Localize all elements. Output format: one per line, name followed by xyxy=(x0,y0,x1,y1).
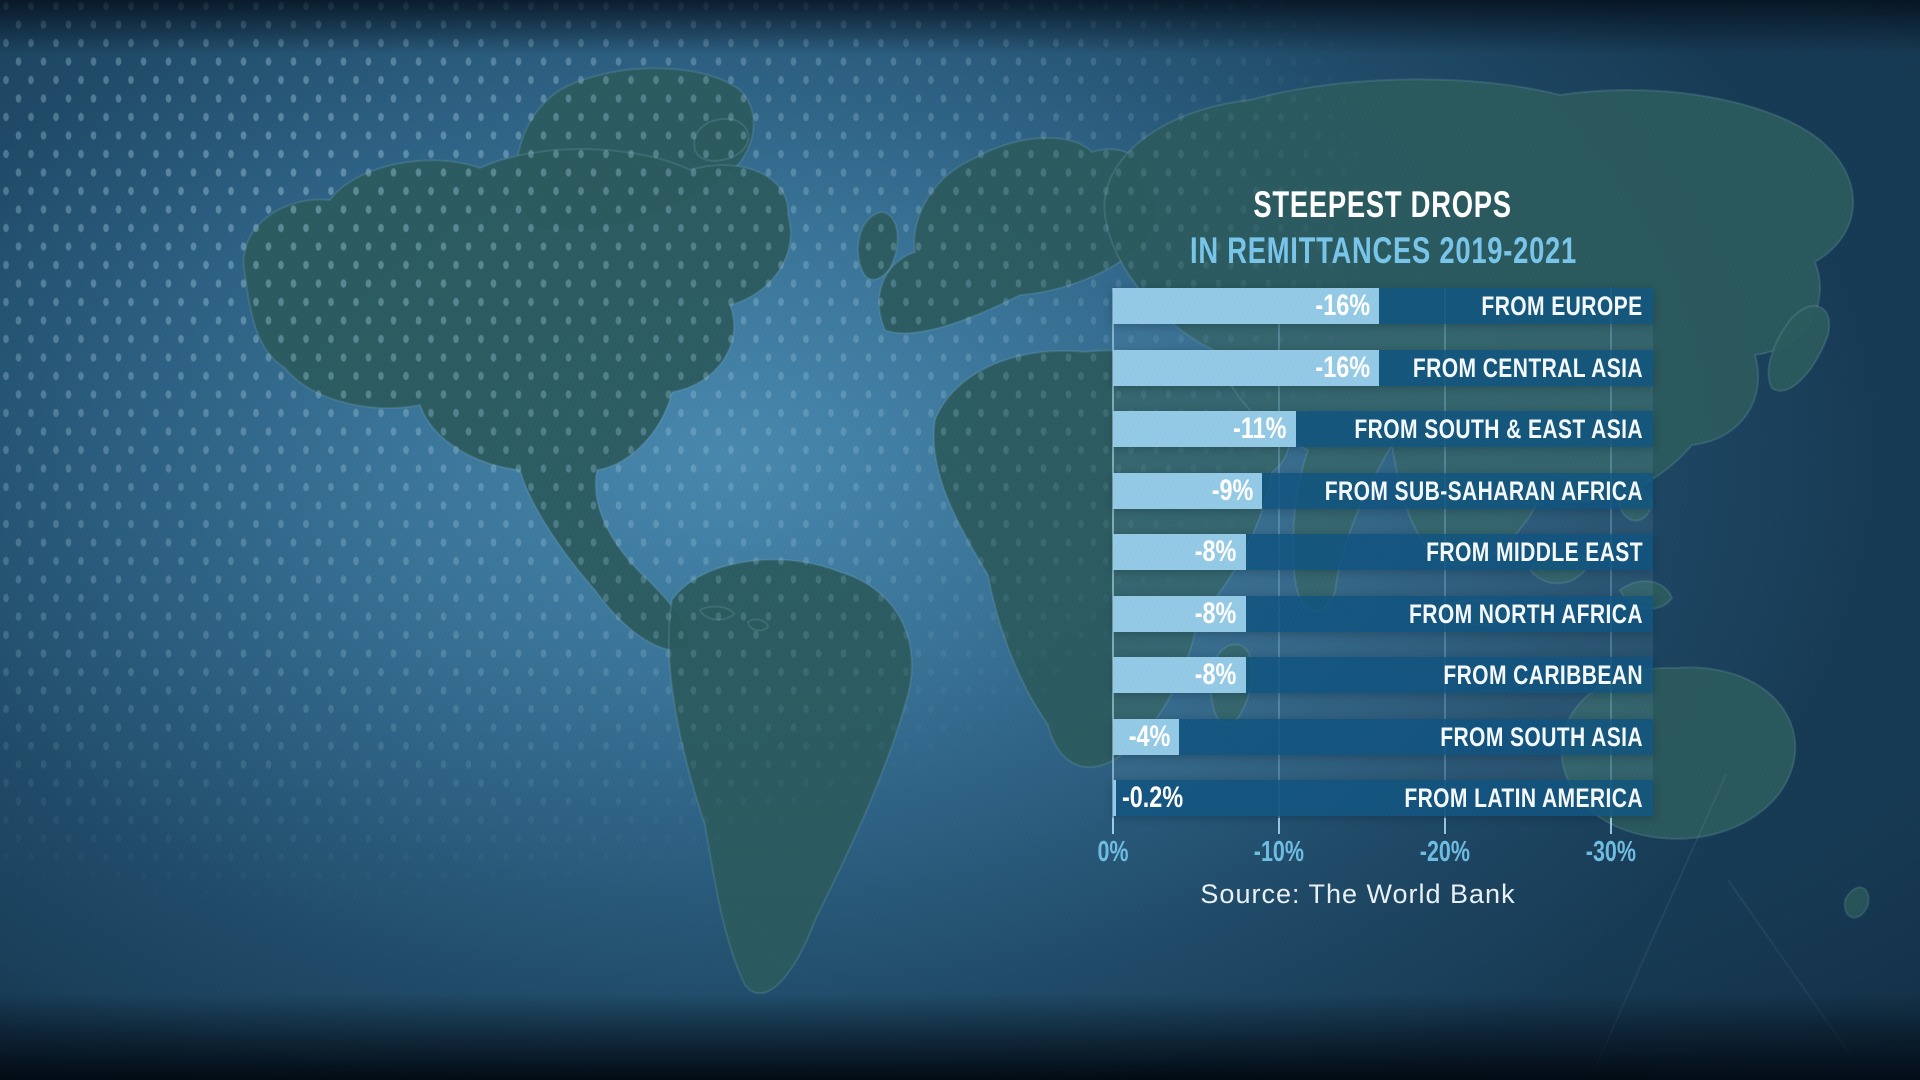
bar-value-label: -8% xyxy=(1183,657,1237,693)
bar-category-text: FROM EUROPE xyxy=(1481,291,1643,321)
tick-label: -30% xyxy=(1551,836,1671,869)
tick-label: -10% xyxy=(1219,836,1339,869)
bar-row: -9% FROM SUB-SAHARAN AFRICA xyxy=(1113,472,1653,509)
bar-category-label: FROM MIDDLE EAST xyxy=(1365,534,1643,570)
bar-row: -16% FROM CENTRAL ASIA xyxy=(1113,349,1653,386)
tick-mark xyxy=(1444,818,1446,834)
bar-category-text: FROM LATIN AMERICA xyxy=(1404,783,1643,813)
bar-category-text: FROM NORTH AFRICA xyxy=(1409,598,1643,629)
bar-category-text: FROM CENTRAL ASIA xyxy=(1412,352,1643,383)
chart-title-block: STEEPEST DROPS IN REMITTANCES 2019-2021 xyxy=(1083,184,1683,272)
tick-label: 0% xyxy=(1053,836,1173,869)
bar-segment-light: -8% xyxy=(1113,595,1246,632)
bar-category-label: FROM SUB-SAHARAN AFRICA xyxy=(1235,473,1643,509)
chart-subtitle-text: IN REMITTANCES 2019-2021 xyxy=(1189,230,1577,271)
bar-category-label: FROM LATIN AMERICA xyxy=(1337,780,1643,816)
bar-category-label: FROM EUROPE xyxy=(1436,288,1643,324)
source-credit: Source: The World Bank xyxy=(1108,879,1608,910)
bar-value-text: -8% xyxy=(1195,658,1237,691)
bar-value-label: -8% xyxy=(1183,596,1237,632)
bar-row: -16% FROM EUROPE xyxy=(1113,288,1653,324)
bar-value-text: -8% xyxy=(1195,596,1237,630)
bar-segment-light: -16% xyxy=(1113,349,1379,386)
bar-row: -8% FROM CARIBBEAN xyxy=(1113,657,1653,693)
tick-label-text: -30% xyxy=(1585,836,1637,868)
bar-segment-light xyxy=(1113,780,1117,816)
tick-mark xyxy=(1610,818,1612,834)
bar-segment-light: -8% xyxy=(1113,657,1246,693)
chart-title-text: STEEPEST DROPS xyxy=(1253,184,1513,225)
bar-row: -8% FROM NORTH AFRICA xyxy=(1113,595,1653,632)
bar-plot-area: -16% FROM EUROPE -16% FROM CENTRAL ASIA -11%… xyxy=(1112,288,1653,834)
bar-value-text: -16% xyxy=(1314,289,1370,322)
bar-segment-light: -11% xyxy=(1113,411,1296,447)
bar-value-label: -0.2% xyxy=(1122,780,1200,816)
bar-category-text: FROM CARIBBEAN xyxy=(1443,660,1643,690)
bar-category-label: FROM NORTH AFRICA xyxy=(1343,596,1643,632)
bar-value-text: -8% xyxy=(1195,535,1237,568)
bar-category-label: FROM SOUTH & EAST ASIA xyxy=(1273,411,1643,447)
bar-category-text: FROM MIDDLE EAST xyxy=(1426,537,1643,567)
bar-category-label: FROM CARIBBEAN xyxy=(1387,657,1643,693)
tick-mark xyxy=(1112,818,1114,834)
bar-segment-light: -16% xyxy=(1113,288,1379,324)
tick-label-text: -10% xyxy=(1253,836,1305,868)
bar-value-label: -4% xyxy=(1117,719,1171,755)
bar-category-label: FROM CENTRAL ASIA xyxy=(1348,350,1643,386)
bar-value-text: -0.2% xyxy=(1122,781,1184,814)
bar-value-text: -4% xyxy=(1128,719,1171,753)
bar-category-text: FROM SOUTH ASIA xyxy=(1440,721,1643,752)
bar-segment-light: -4% xyxy=(1113,718,1180,755)
bar-category-text: FROM SOUTH & EAST ASIA xyxy=(1354,414,1643,444)
bar-row: -11% FROM SOUTH & EAST ASIA xyxy=(1113,411,1653,447)
chart-title: STEEPEST DROPS xyxy=(1083,184,1683,226)
bar-segment-light: -8% xyxy=(1113,534,1246,570)
chart-subtitle: IN REMITTANCES 2019-2021 xyxy=(1083,230,1683,272)
bar-value-label: -8% xyxy=(1183,534,1237,570)
tick-label-text: 0% xyxy=(1097,836,1129,868)
source-credit-text: Source: The World Bank xyxy=(1200,879,1516,909)
bar-row: -0.2% FROM LATIN AMERICA xyxy=(1113,780,1653,816)
tick-mark xyxy=(1278,818,1280,834)
x-axis: 0% -10% -20% -30% xyxy=(1097,818,1653,878)
tick-label-text: -20% xyxy=(1419,836,1471,868)
bar-value-label: -16% xyxy=(1300,288,1370,324)
bar-category-text: FROM SUB-SAHARAN AFRICA xyxy=(1324,475,1643,506)
bar-row: -4% FROM SOUTH ASIA xyxy=(1113,718,1653,755)
tick-label: -20% xyxy=(1385,836,1505,869)
bar-category-label: FROM SOUTH ASIA xyxy=(1383,719,1643,755)
bar-row: -8% FROM MIDDLE EAST xyxy=(1113,534,1653,570)
